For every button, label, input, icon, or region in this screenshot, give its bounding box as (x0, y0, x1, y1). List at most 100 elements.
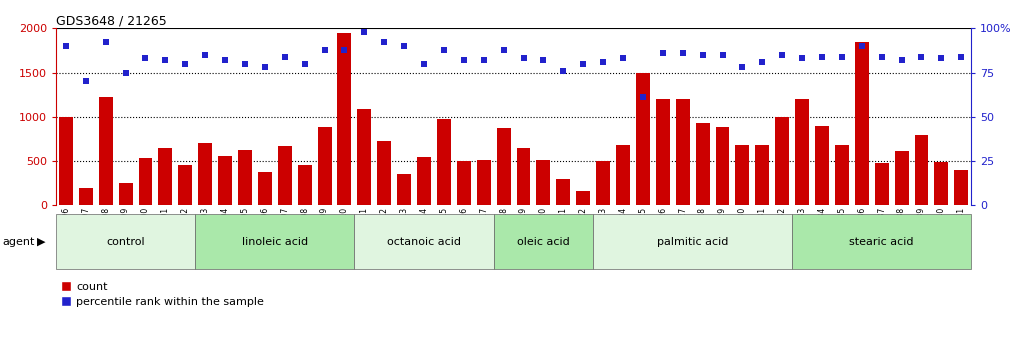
Bar (238, 150, 252, 205)
Bar (298, 166, 311, 205)
Point (476, 57, 492, 63)
Bar (218, 156, 232, 205)
Bar (954, 170, 968, 205)
Point (516, 56, 532, 61)
Point (277, 54, 293, 59)
Text: agent: agent (2, 236, 35, 247)
Bar (756, 145, 769, 205)
Point (913, 54, 930, 59)
Point (714, 52, 730, 58)
Bar (437, 120, 451, 205)
Text: control: control (106, 236, 144, 247)
Point (237, 61, 253, 67)
Bar (477, 160, 491, 205)
Bar (696, 123, 710, 205)
Point (695, 52, 711, 58)
Bar (357, 109, 371, 205)
Point (356, 29, 372, 35)
Point (874, 54, 890, 59)
Point (934, 56, 950, 61)
Bar (855, 42, 869, 205)
Bar (835, 145, 849, 205)
Point (396, 43, 412, 49)
Bar (875, 163, 889, 205)
Point (197, 52, 214, 58)
Point (495, 47, 512, 52)
Bar (596, 161, 610, 205)
Point (98, 40, 114, 45)
Bar (636, 74, 650, 205)
Point (137, 56, 154, 61)
Bar (317, 127, 332, 205)
Point (316, 47, 333, 52)
Bar (675, 99, 690, 205)
Text: ▶: ▶ (37, 236, 45, 247)
Bar (895, 152, 908, 205)
Bar (354, 214, 493, 269)
Point (734, 64, 751, 70)
Point (337, 47, 353, 52)
Text: palmitic acid: palmitic acid (657, 236, 728, 247)
Bar (198, 143, 213, 205)
Point (416, 61, 432, 67)
Point (77, 79, 94, 84)
Bar (417, 156, 431, 205)
Bar (99, 97, 113, 205)
Text: linoleic acid: linoleic acid (242, 236, 308, 247)
Point (834, 54, 850, 59)
Bar (935, 162, 949, 205)
Point (794, 56, 811, 61)
Bar (496, 129, 511, 205)
Point (814, 54, 830, 59)
Bar (493, 214, 593, 269)
Point (615, 56, 632, 61)
Bar (792, 214, 971, 269)
Bar (517, 148, 531, 205)
Point (755, 59, 771, 65)
Point (894, 57, 910, 63)
Bar (795, 99, 810, 205)
Bar (59, 117, 73, 205)
Bar (775, 117, 789, 205)
Point (117, 70, 133, 75)
Point (177, 61, 193, 67)
Bar (159, 148, 172, 205)
Bar (338, 33, 352, 205)
Point (853, 43, 870, 49)
Point (953, 54, 969, 59)
Bar (398, 175, 411, 205)
Bar (258, 172, 272, 205)
Bar (138, 159, 153, 205)
Point (535, 57, 551, 63)
Bar (716, 127, 729, 205)
Bar (914, 135, 929, 205)
Text: octanoic acid: octanoic acid (387, 236, 461, 247)
Bar (457, 161, 471, 205)
Point (217, 57, 233, 63)
Point (635, 95, 651, 100)
Point (595, 59, 611, 65)
Point (297, 61, 313, 67)
Point (456, 57, 472, 63)
Bar (593, 214, 792, 269)
Bar (735, 145, 750, 205)
Point (655, 50, 671, 56)
Text: GDS3648 / 21265: GDS3648 / 21265 (56, 14, 167, 27)
Bar (656, 99, 670, 205)
Point (575, 61, 591, 67)
Bar (79, 188, 93, 205)
Legend: count, percentile rank within the sample: count, percentile rank within the sample (61, 282, 263, 307)
Bar (56, 214, 195, 269)
Point (58, 43, 74, 49)
Bar (195, 214, 354, 269)
Bar (278, 146, 292, 205)
Point (376, 40, 393, 45)
Bar (815, 126, 829, 205)
Point (555, 68, 572, 74)
Point (256, 64, 273, 70)
Text: stearic acid: stearic acid (849, 236, 914, 247)
Bar (556, 179, 571, 205)
Bar (178, 166, 192, 205)
Bar (616, 145, 630, 205)
Bar (119, 183, 132, 205)
